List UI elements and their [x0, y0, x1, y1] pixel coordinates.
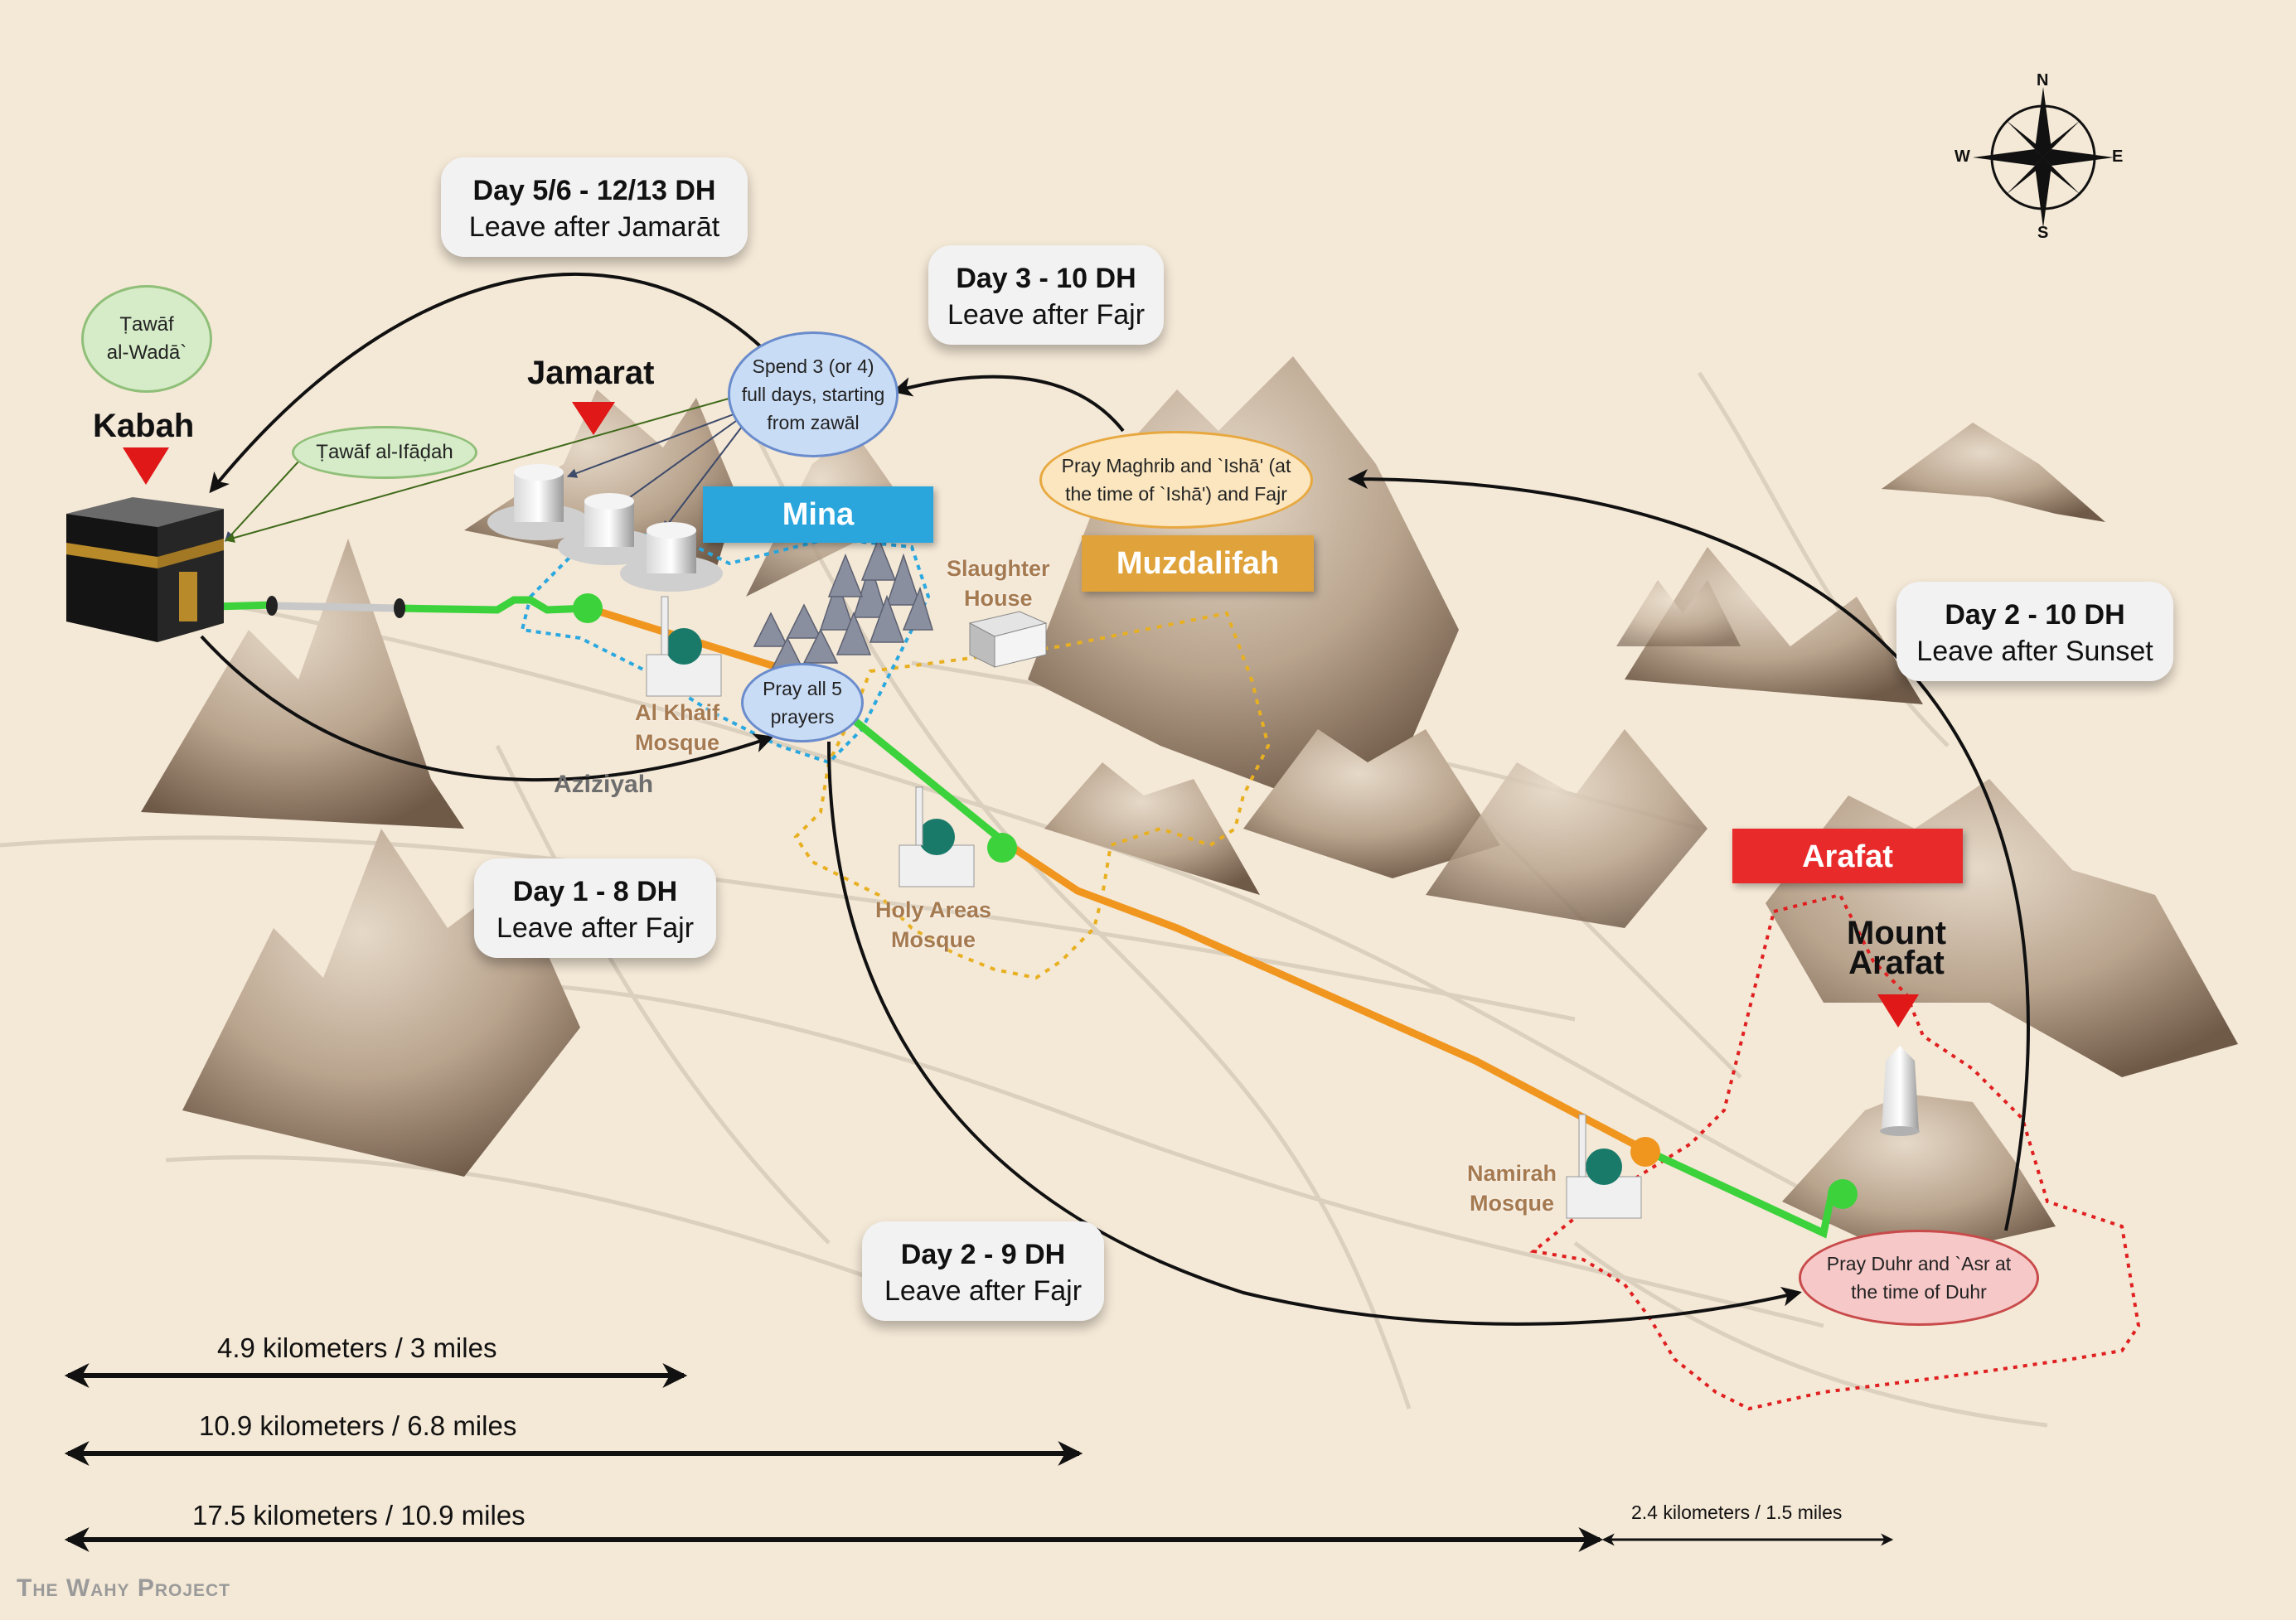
pray-five-line1: Pray all 5 — [763, 678, 842, 699]
tawaf-wada-bubble: Ṭawāf al-Wadā` — [81, 285, 212, 393]
tawaf-wada-line1: Ṭawāf — [119, 313, 174, 336]
tawaf-ifadah-bubble: Ṭawāf al-Ifāḍah — [292, 426, 477, 479]
muzdalifah-banner: Muzdalifah — [1082, 535, 1314, 592]
muzdalifah-prayer-line2: the time of `Ishā') and Fajr — [1065, 483, 1287, 505]
day-3-box: Day 3 - 10 DH Leave after Fajr — [928, 245, 1164, 345]
spend-days-bubble: Spend 3 (or 4) full days, starting from za… — [728, 331, 899, 457]
mount-arafat-marker-icon — [1877, 994, 1919, 1028]
namirah-label-line2: Mosque — [1470, 1191, 1555, 1216]
day-5-6-title: Day 5/6 - 12/13 DH — [472, 175, 716, 206]
arafat-prayer-line1: Pray Duhr and `Asr at — [1826, 1253, 2012, 1274]
al-khaif-mosque-label: Al Khaif Mosque — [635, 698, 719, 757]
route-nodes — [266, 593, 1858, 1209]
namirah-mosque-icon — [1566, 1114, 1642, 1219]
holy-areas-mosque-icon — [899, 786, 975, 887]
kabah-label: Kabah — [93, 408, 195, 444]
mina-tents-icon — [753, 536, 934, 672]
distance-muzdalifah: 10.9 kilometers / 6.8 miles — [199, 1410, 517, 1441]
marker-icons — [123, 402, 1919, 1028]
aziziyah-label: Aziziyah — [554, 771, 654, 798]
compass-w: W — [1955, 147, 1970, 166]
spend-days-line1: Spend 3 (or 4) — [752, 355, 874, 377]
day-1-title: Day 1 - 8 DH — [512, 876, 678, 907]
mount-arafat-label-line1: Mount — [1847, 915, 1946, 951]
pray-five-bubble: Pray all 5 prayers — [741, 663, 864, 742]
kabah-marker-icon — [123, 447, 169, 485]
mount-arafat-pillar-icon — [1880, 1046, 1920, 1136]
compass-s: S — [2037, 224, 2049, 242]
mount-arafat-label-line2: Arafat — [1848, 945, 1945, 981]
pray-five-line2: prayers — [770, 706, 835, 728]
arafat-prayer-line2: the time of Duhr — [1851, 1281, 1987, 1303]
jamarat-pillars-icon — [487, 464, 723, 592]
day-5-6-box: Day 5/6 - 12/13 DH Leave after Jamarāt — [441, 157, 748, 257]
mina-banner: Mina — [703, 486, 933, 543]
muzdalifah-prayer-line1: Pray Maghrib and `Ishā' (at — [1061, 455, 1291, 476]
al-khaif-label-line1: Al Khaif — [635, 700, 720, 725]
jamarat-marker-icon — [572, 402, 615, 435]
compass-icon — [1973, 87, 2114, 228]
slaughter-house-icon — [968, 611, 1048, 668]
compass-e: E — [2112, 147, 2124, 166]
kaaba-icon — [66, 497, 224, 642]
day-2-10-title: Day 2 - 10 DH — [1945, 599, 2125, 631]
watermark: The Wahy Project — [17, 1574, 231, 1602]
holy-areas-label-line1: Holy Areas — [875, 897, 992, 922]
jamarat-label: Jamarat — [527, 355, 655, 391]
day-2-10-box: Day 2 - 10 DH Leave after Sunset — [1896, 582, 2173, 681]
mount-arafat-label: Mount Arafat — [1847, 915, 1946, 981]
distance-arafat: 17.5 kilometers / 10.9 miles — [192, 1500, 526, 1531]
spend-days-line2: full days, starting — [741, 384, 885, 405]
day-2-9-title: Day 2 - 9 DH — [900, 1239, 1066, 1270]
muzdalifah-prayer-bubble: Pray Maghrib and `Ishā' (at the time of `… — [1039, 431, 1313, 529]
distance-arrows — [64, 1363, 1894, 1552]
spend-days-line3: from zawāl — [767, 412, 860, 433]
al-khaif-mosque-icon — [646, 596, 722, 697]
day-2-9-subtitle: Leave after Fajr — [884, 1275, 1083, 1307]
namirah-label-line1: Namirah — [1467, 1161, 1557, 1186]
day-1-box: Day 1 - 8 DH Leave after Fajr — [474, 858, 716, 958]
al-khaif-label-line2: Mosque — [635, 730, 720, 755]
day-3-title: Day 3 - 10 DH — [956, 263, 1136, 294]
day-2-9-box: Day 2 - 9 DH Leave after Fajr — [862, 1221, 1104, 1321]
journey-arcs — [200, 272, 2030, 1326]
holy-areas-mosque-label: Holy Areas Mosque — [875, 895, 991, 955]
arafat-prayer-bubble: Pray Duhr and `Asr at the time of Duhr — [1799, 1230, 2039, 1326]
arafat-banner: Arafat — [1732, 829, 1963, 883]
day-1-subtitle: Leave after Fajr — [496, 912, 695, 944]
compass-n: N — [2037, 71, 2049, 89]
slaughter-house-label-line1: Slaughter — [947, 556, 1050, 581]
day-2-10-subtitle: Leave after Sunset — [1916, 636, 2153, 667]
distance-arafat-extra: 2.4 kilometers / 1.5 miles — [1631, 1502, 1843, 1523]
slaughter-house-label-line2: House — [964, 586, 1033, 611]
day-3-subtitle: Leave after Fajr — [947, 299, 1146, 331]
slaughter-house-label: Slaughter House — [947, 554, 1050, 613]
distance-mina: 4.9 kilometers / 3 miles — [217, 1332, 497, 1363]
holy-areas-label-line2: Mosque — [891, 927, 976, 952]
tawaf-wada-line2: al-Wadā` — [106, 341, 187, 364]
muzdalifah-boundary — [793, 611, 1271, 980]
day-5-6-subtitle: Leave after Jamarāt — [468, 211, 720, 243]
namirah-mosque-label: Namirah Mosque — [1467, 1158, 1557, 1218]
